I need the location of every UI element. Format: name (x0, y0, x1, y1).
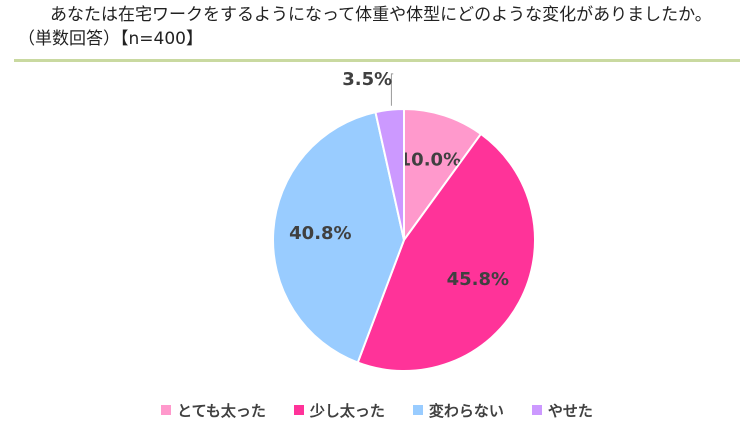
leader-line-3 (390, 73, 394, 106)
legend-label-1: 少し太った (309, 401, 385, 420)
chart-header: あなたは在宅ワークをするようになって体重や体型にどのような変化がありましたか。 … (0, 0, 754, 62)
legend-item-3: やせた (531, 400, 593, 421)
pie-slice-0 (403, 107, 483, 244)
legend-item-1: 少し太った (293, 400, 385, 421)
legend-swatch-0 (161, 405, 172, 415)
pie-slice-2 (272, 110, 406, 364)
slice-label-0: 10.0% (399, 149, 461, 170)
legend-item-0: とても太った (161, 400, 266, 421)
chart-title: あなたは在宅ワークをするようになって体重や体型にどのような変化がありましたか。 (50, 5, 712, 25)
slice-label-2: 40.8% (289, 223, 351, 244)
legend-item-2: 変わらない (412, 400, 504, 421)
chart-subtitle: （単数回答）【n=400】 (18, 29, 203, 49)
legend-label-2: 変わらない (428, 401, 504, 420)
header-divider (14, 59, 740, 62)
slice-label-3: 3.5% (342, 69, 392, 90)
legend-label-3: やせた (547, 401, 593, 420)
legend-swatch-3 (531, 405, 542, 415)
legend-label-0: とても太った (177, 401, 266, 420)
legend-swatch-1 (293, 405, 304, 415)
legend-swatch-2 (412, 405, 423, 415)
pie-slice-3 (374, 107, 405, 241)
chart-legend: とても太った 少し太った 変わらない やせた (0, 396, 754, 424)
pie-chart-area: 10.0% 45.8% 40.8% 3.5% (0, 62, 754, 442)
pie-slice-1 (356, 132, 536, 372)
pie-chart: 10.0% 45.8% 40.8% 3.5% (272, 69, 536, 372)
slice-label-1: 45.8% (447, 269, 509, 290)
